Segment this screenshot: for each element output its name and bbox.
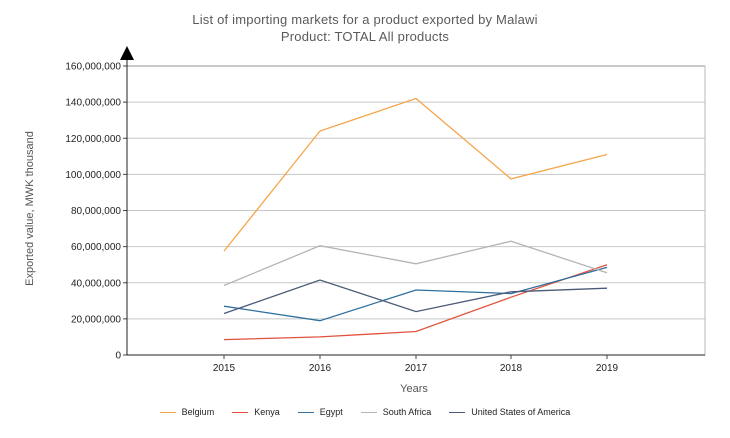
series-line-kenya bbox=[223, 264, 608, 341]
legend-swatch bbox=[360, 411, 377, 413]
legend-label: Kenya bbox=[254, 407, 280, 417]
legend-label: South Africa bbox=[382, 407, 432, 417]
chart-subtitle: Product: TOTAL All products bbox=[280, 29, 450, 44]
series-lines bbox=[223, 97, 608, 341]
x-tick-label: 2016 bbox=[309, 363, 332, 374]
legend-item: United States of America bbox=[449, 407, 570, 417]
legend-item: Belgium bbox=[159, 407, 215, 417]
x-axis-label: Years bbox=[400, 383, 428, 395]
y-tick-label: 100,000,000 bbox=[65, 170, 121, 181]
chart-title: List of importing markets for a product … bbox=[192, 12, 538, 27]
x-tick-label: 2015 bbox=[213, 363, 236, 374]
y-tick-label: 140,000,000 bbox=[65, 98, 121, 109]
series-line-egypt bbox=[223, 266, 608, 322]
legend-swatch bbox=[449, 411, 466, 413]
legend-item: Egypt bbox=[297, 407, 343, 417]
series-line-united-states-of-america bbox=[223, 279, 608, 315]
x-tick-label: 2017 bbox=[405, 363, 428, 374]
series-line-belgium bbox=[223, 97, 608, 252]
y-tick-labels: 0 20,000,000 40,000,000 60,000,000 80,000,00… bbox=[65, 62, 121, 362]
legend-label: Egypt bbox=[319, 407, 343, 417]
legend: Belgium Kenya Egypt South Africa United Stat… bbox=[0, 407, 730, 417]
legend-swatch bbox=[159, 411, 176, 413]
x-tick-label: 2018 bbox=[500, 363, 523, 374]
y-tick-label: 0 bbox=[115, 351, 121, 362]
legend-item: South Africa bbox=[360, 407, 432, 417]
x-tick-label: 2019 bbox=[596, 363, 619, 374]
y-tick-label: 20,000,000 bbox=[71, 314, 121, 325]
y-tick-label: 40,000,000 bbox=[71, 278, 121, 289]
y-tick-label: 80,000,000 bbox=[71, 206, 121, 217]
axes bbox=[120, 46, 706, 359]
y-tick-label: 160,000,000 bbox=[65, 62, 121, 73]
legend-label: Belgium bbox=[181, 407, 215, 417]
legend-swatch bbox=[232, 411, 249, 413]
series-line-south-africa bbox=[223, 240, 608, 287]
legend-swatch bbox=[297, 411, 314, 413]
grid-lines bbox=[127, 65, 705, 320]
x-tick-labels: 2015 2016 2017 2018 2019 bbox=[213, 363, 619, 374]
legend-label: United States of America bbox=[471, 407, 571, 417]
y-axis-arrow bbox=[120, 46, 134, 60]
legend-item: Kenya bbox=[232, 407, 280, 417]
y-tick-label: 120,000,000 bbox=[65, 134, 121, 145]
y-axis-label: Exported value, MWK thousand bbox=[24, 131, 36, 286]
y-tick-label: 60,000,000 bbox=[71, 242, 121, 253]
